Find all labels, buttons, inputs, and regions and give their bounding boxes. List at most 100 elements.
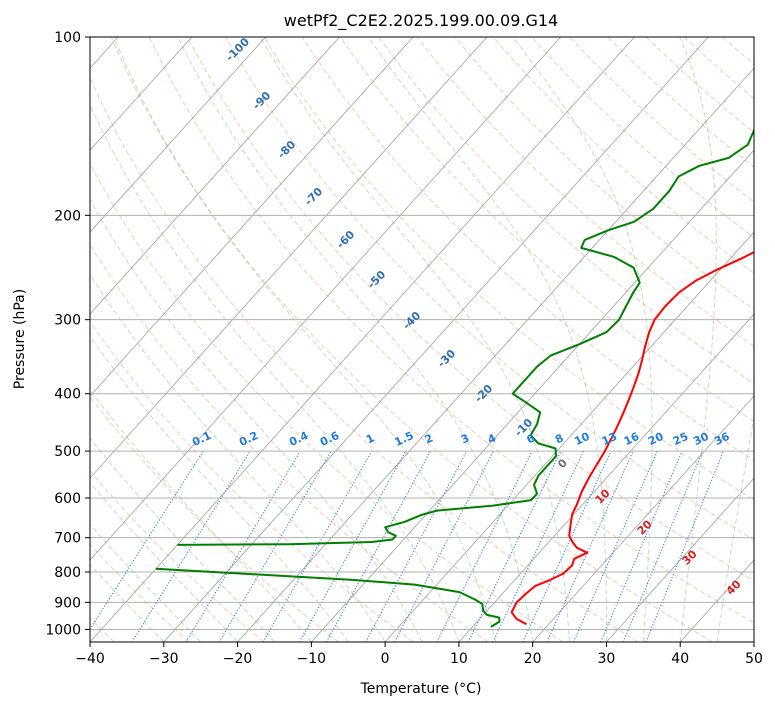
dry-adiabat-label: -90 (250, 89, 273, 112)
isotherm (90, 37, 266, 233)
dry-adiabat (90, 395, 339, 642)
isotherm (90, 37, 562, 561)
moist-adiabat (90, 273, 386, 642)
dry-adiabat-label: 40 (724, 577, 744, 597)
x-tick-label: −10 (297, 651, 327, 667)
y-tick-label: 100 (54, 30, 81, 46)
isotherm (90, 37, 193, 151)
moist-adiabat (716, 414, 754, 642)
dry-adiabat-label: -60 (334, 228, 357, 251)
mixing-ratio-line (218, 450, 332, 642)
moist-adiabat (90, 198, 423, 642)
dry-adiabat (225, 37, 754, 541)
y-tick-label: 600 (54, 491, 81, 507)
y-tick-label: 500 (54, 444, 81, 460)
mixing-ratio-label: 25 (671, 430, 690, 448)
mixing-ratio-label: 0.2 (237, 429, 260, 449)
isotherm (90, 37, 488, 479)
mixing-ratio-line (365, 450, 468, 642)
line-labels: -100-90-80-70-60-50-40-30-20-10010203040… (190, 37, 744, 598)
isotherm (90, 37, 340, 315)
dry-adiabat-label: -40 (400, 309, 423, 332)
gridlines (90, 36, 754, 630)
data-lines (155, 128, 754, 628)
dry-adiabat-label: -30 (435, 347, 458, 370)
dry-adiabat (90, 162, 564, 642)
mixing-ratio-line (522, 450, 612, 642)
mixing-ratio-line (131, 450, 251, 642)
x-tick-label: 50 (745, 651, 763, 667)
moist-adiabat (90, 523, 202, 642)
x-tick-label: 20 (524, 651, 542, 667)
dry-adiabat (90, 243, 489, 642)
x-tick-label: 30 (598, 651, 616, 667)
x-tick-label: −40 (75, 651, 105, 667)
moist-adiabat (753, 638, 754, 642)
x-tick-label: 0 (381, 651, 390, 667)
dry-adiabat (416, 37, 754, 347)
plot-frame (89, 36, 755, 643)
y-tick-label: 1000 (45, 622, 81, 638)
y-tick-label: 400 (54, 387, 81, 403)
mixing-ratio-label: 0.1 (190, 429, 213, 449)
mixing-ratio-label: 16 (622, 430, 642, 448)
dry-adiabat (90, 470, 265, 642)
moist-adiabat (177, 37, 534, 642)
mixing-ratio-label: 3 (459, 431, 471, 446)
mixing-ratio-label: 30 (691, 430, 711, 448)
isotherm (679, 559, 754, 642)
mixing-ratio-line (299, 450, 407, 642)
axis-ticks: −40 −30 −20 −10 0 10 20 30 40 50 100 200 300 400 500 60… (45, 30, 763, 667)
dry-adiabat (492, 37, 754, 274)
dry-adiabat (531, 37, 754, 238)
isotherm (163, 37, 709, 642)
dry-adiabat (90, 543, 190, 642)
dry-adiabat-label: 30 (680, 547, 700, 567)
dry-adiabat (645, 37, 754, 134)
x-tick-label: −20 (223, 651, 253, 667)
dry-adiabat (148, 37, 754, 624)
temperature-line (510, 250, 754, 626)
dewpoint-line (155, 128, 754, 628)
dry-adiabat (761, 37, 775, 642)
x-tick-label: 10 (450, 651, 468, 667)
moist-adiabat (90, 389, 312, 642)
mixing-ratio-line (325, 450, 431, 642)
isotherm (384, 231, 754, 642)
mixing-ratio-label: 2 (423, 431, 435, 446)
dry-adiabat-label: -70 (302, 185, 325, 208)
dry-adiabat (110, 37, 713, 642)
mixing-ratio-line (546, 450, 634, 642)
mixing-ratio-line (436, 450, 533, 642)
mixing-ratio-label: 1.5 (393, 429, 416, 449)
y-axis-label: Pressure (hPa) (12, 289, 28, 389)
mixing-ratio-line (600, 450, 683, 642)
mixing-ratio-label: 36 (712, 430, 732, 448)
background-lines (90, 37, 775, 642)
chart-title: wetPf2_C2E2.2025.199.00.09.G14 (284, 11, 558, 31)
dry-adiabat (683, 37, 754, 100)
dry-adiabat-label: -50 (365, 268, 388, 291)
isotherm (311, 149, 754, 642)
dry-adiabat (454, 37, 754, 310)
y-tick-label: 300 (54, 313, 81, 329)
moist-adiabat (367, 37, 607, 642)
y-tick-label: 700 (54, 531, 81, 547)
dry-adiabat-label: -80 (275, 138, 298, 161)
mixing-ratio-line (262, 450, 373, 642)
isotherm (753, 641, 754, 642)
isotherm (237, 67, 754, 642)
mixing-ratio-line (492, 450, 585, 642)
mixing-ratio-line (467, 450, 562, 642)
isotherm (606, 477, 754, 642)
mixing-ratio-label: 0.4 (287, 429, 310, 449)
dry-adiabat (90, 320, 414, 642)
moist-adiabat (90, 437, 275, 642)
dry-adiabat (339, 37, 754, 423)
dry-adiabat (187, 37, 754, 582)
moist-adiabat (679, 37, 717, 642)
mixing-ratio-label: 20 (646, 430, 666, 448)
dry-adiabat (90, 76, 639, 642)
isotherm (90, 37, 414, 397)
